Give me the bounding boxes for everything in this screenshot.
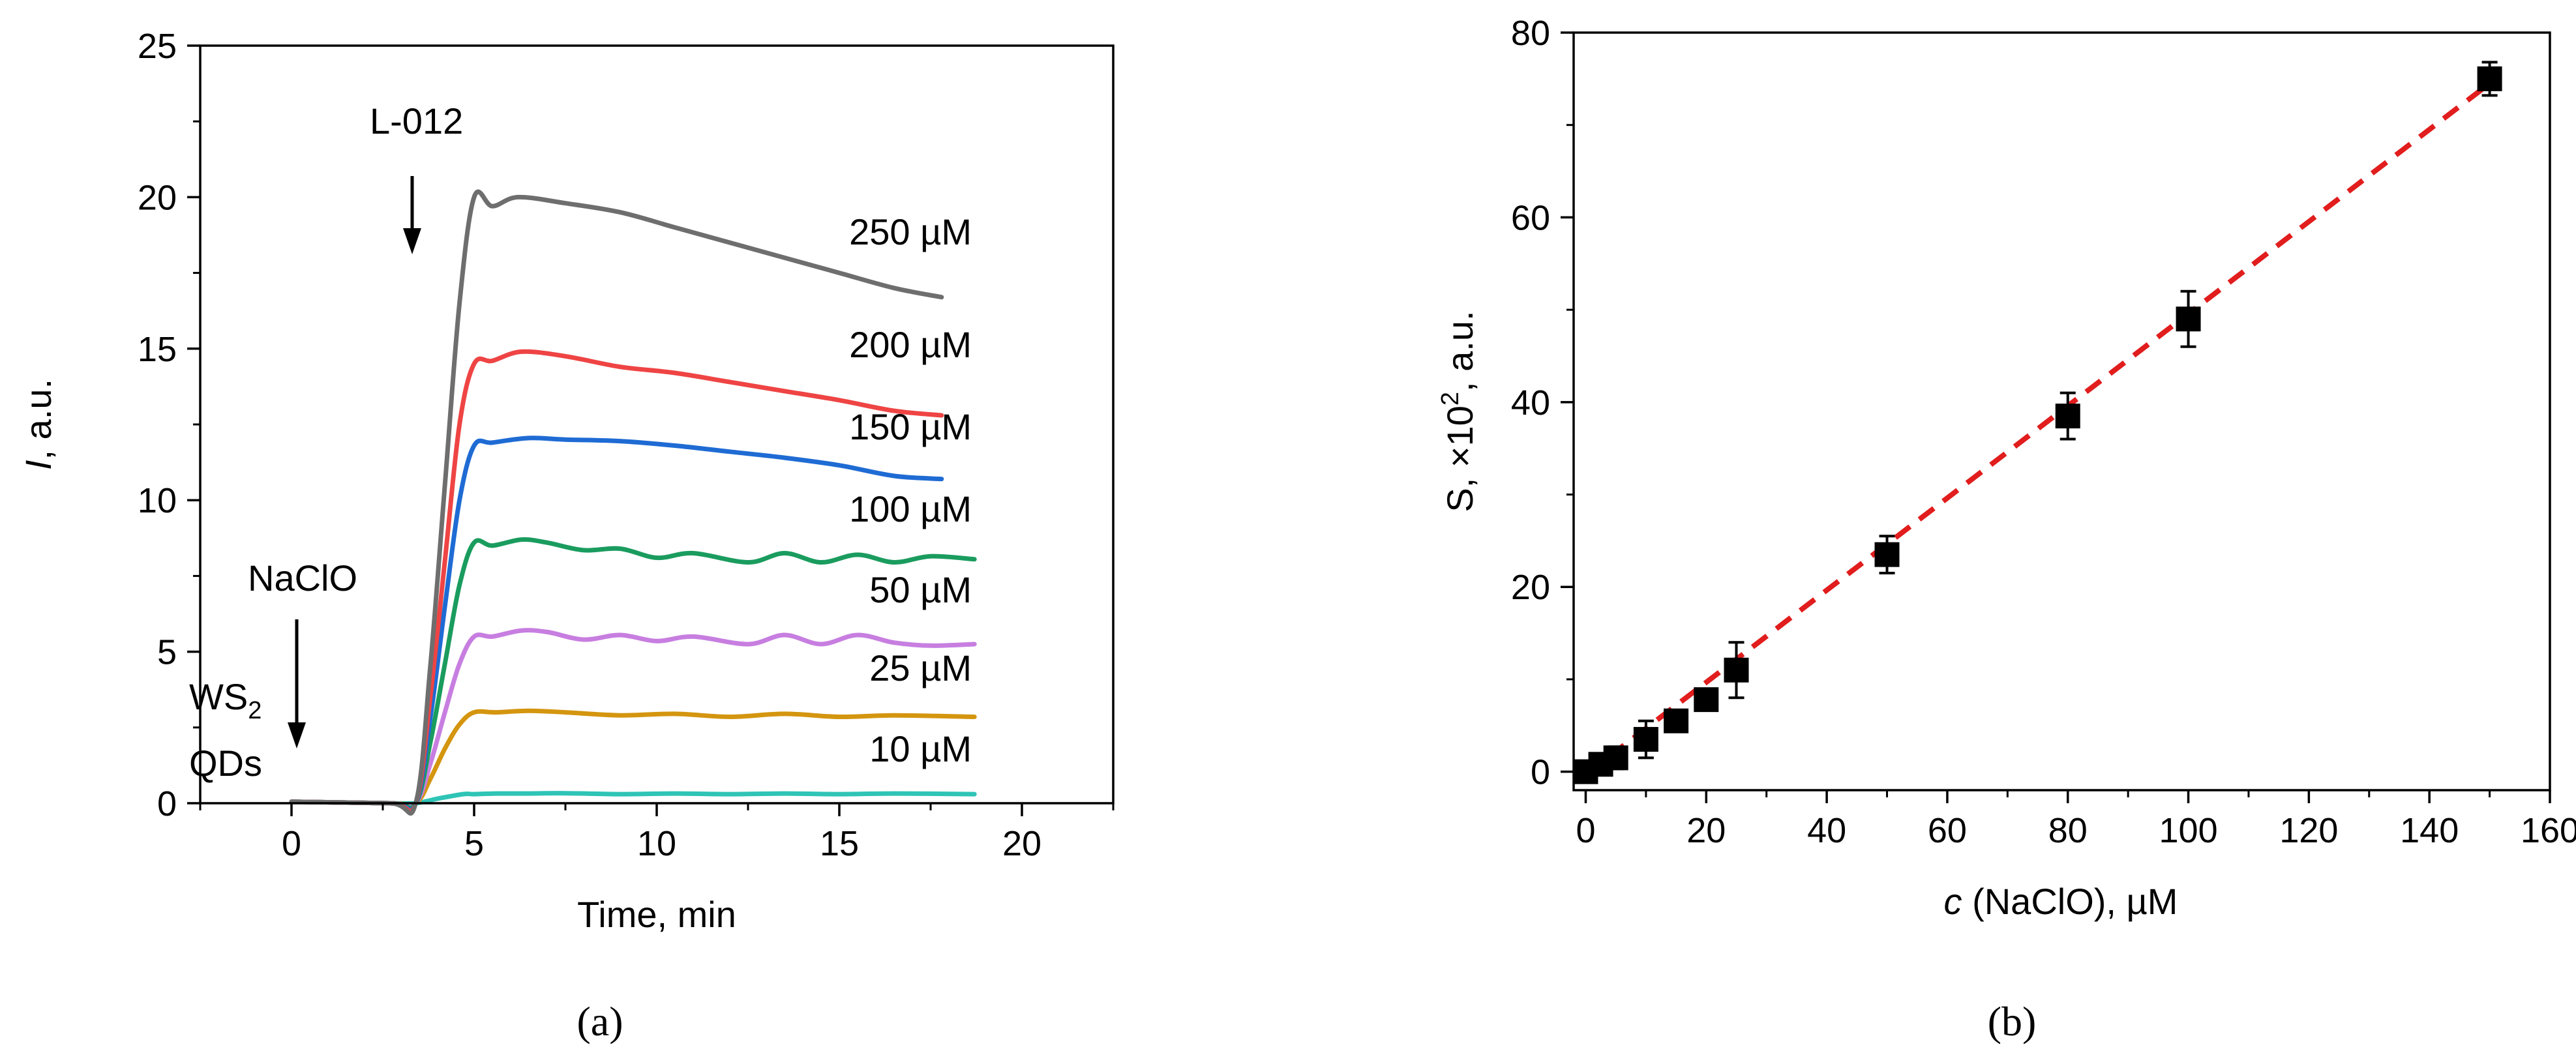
- y-tick-label-3: 60: [1511, 198, 1550, 237]
- x-tick-label-2: 10: [637, 824, 676, 863]
- panel-label-a: (a): [577, 998, 623, 1044]
- chart-b-tick-labels: 0 20 40 60 80 100 120 140 160 0 20 40 60 80: [1511, 14, 2576, 850]
- annotation-l012: L-012: [370, 100, 463, 141]
- chart-a-tick-labels: 0 5 10 15 20 0 5 10 15 20 25: [138, 27, 1041, 863]
- arrow-l012-icon: [403, 176, 421, 254]
- data-point-2: [1603, 745, 1628, 771]
- x-tick-label-4: 80: [2048, 811, 2088, 850]
- y-tick-label-1: 20: [1511, 568, 1550, 607]
- chart-a-ticks: [187, 44, 1115, 816]
- series-line-3: [289, 537, 977, 810]
- data-point-9: [2176, 306, 2201, 332]
- x-tick-label-1: 5: [464, 824, 484, 863]
- y-tick-label-0: 0: [1531, 753, 1550, 792]
- series-line-5: [289, 349, 944, 814]
- chart-a-x-axis-label: Time, min: [577, 894, 736, 935]
- x-tick-label-3: 60: [1928, 811, 1967, 850]
- y-tick-label-3: 15: [138, 330, 177, 369]
- x-tick-label-4: 20: [1002, 824, 1041, 863]
- data-point-4: [1664, 708, 1689, 733]
- data-point-3: [1633, 727, 1658, 752]
- x-tick-label-2: 40: [1807, 811, 1846, 850]
- x-tick-label-6: 120: [2279, 811, 2338, 850]
- y-tick-label-4: 80: [1511, 14, 1550, 53]
- chart-a-series-lines: [289, 189, 977, 816]
- data-point-6: [1724, 657, 1749, 683]
- fit-line: [1584, 81, 2492, 777]
- data-point-7: [1874, 542, 1900, 567]
- series-line-2: [289, 628, 977, 809]
- data-point-8: [2055, 404, 2080, 429]
- data-point-5: [1694, 687, 1719, 713]
- chart-b-plot-frame: [1572, 31, 2551, 791]
- chart-b-fit-line: [1584, 81, 2492, 777]
- series-label-2: 50 µM: [869, 569, 972, 610]
- y-tick-label-1: 5: [157, 633, 177, 672]
- chart-panel-b: 0 20 40 60 80 100 120 140 160 0 20 40 60 80 c (NaClO)…: [1437, 14, 2576, 1044]
- chart-b-y-axis-label: S, ×102, a.u.: [1437, 310, 1480, 512]
- annotation-naclo: NaClO: [248, 557, 357, 598]
- series-label-1: 25 µM: [869, 647, 972, 688]
- series-label-3: 100 µM: [849, 488, 972, 529]
- x-tick-label-0: 0: [282, 824, 301, 863]
- chart-b-x-axis-label: c (NaClO), µM: [1944, 881, 2178, 922]
- series-label-0: 10 µM: [869, 728, 972, 769]
- x-tick-label-8: 160: [2521, 811, 2576, 850]
- series-label-5: 200 µM: [849, 324, 972, 365]
- data-point-10: [2477, 66, 2502, 91]
- y-tick-label-0: 0: [157, 784, 177, 823]
- chart-b-ticks: [1561, 31, 2551, 803]
- y-tick-label-2: 40: [1511, 383, 1550, 422]
- chart-panel-a: 0 5 10 15 20 0 5 10 15 20 25 10 µM 25 µM 50 µM 100 µM…: [18, 27, 1115, 1044]
- y-tick-label-2: 10: [138, 481, 177, 520]
- series-line-4: [289, 436, 944, 812]
- x-tick-label-3: 15: [820, 824, 859, 863]
- panel-label-b: (b): [1988, 998, 2037, 1044]
- x-tick-label-1: 20: [1686, 811, 1726, 850]
- series-label-6: 250 µM: [849, 211, 972, 252]
- annotation-qds: QDs: [189, 743, 262, 784]
- annotation-ws2: WS2: [189, 676, 262, 724]
- chart-a-y-axis-label: I, a.u.: [18, 379, 59, 470]
- chart-b-data-points: [1573, 61, 2502, 784]
- chart-a-series-labels: 10 µM 25 µM 50 µM 100 µM 150 µM 200 µM 250 µM: [849, 211, 972, 769]
- series-label-4: 150 µM: [849, 406, 972, 447]
- arrow-naclo-icon: [288, 619, 306, 748]
- y-tick-label-5: 25: [138, 27, 177, 66]
- x-tick-label-5: 100: [2159, 811, 2218, 850]
- y-tick-label-4: 20: [138, 178, 177, 217]
- x-tick-label-0: 0: [1576, 811, 1595, 850]
- x-tick-label-7: 140: [2400, 811, 2459, 850]
- series-line-6: [289, 189, 944, 816]
- chart-a-plot-frame: [199, 44, 1115, 805]
